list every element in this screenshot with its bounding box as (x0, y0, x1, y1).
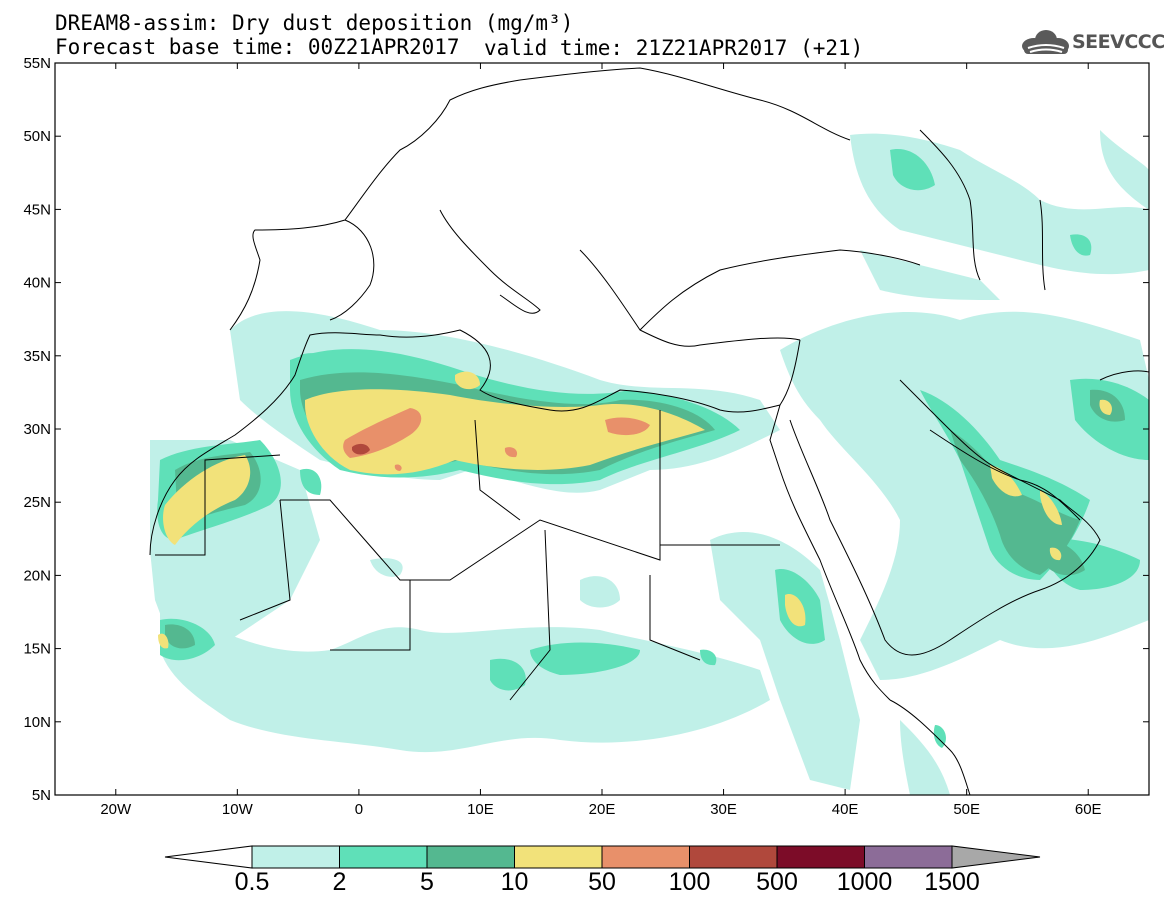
colorbar-swatch (514, 845, 603, 869)
lat-tick-label: 35N (23, 348, 51, 365)
lon-tick-label: 50E (953, 801, 980, 818)
valid-time: valid time: 21Z21APR2017 (+21) (484, 36, 864, 60)
colorbar-label: 100 (668, 868, 711, 896)
logo-text: SEEVCCC (1072, 31, 1165, 53)
lat-tick-label: 10N (23, 714, 51, 731)
colorbar-swatch (601, 845, 690, 869)
colorbar-swatch (864, 845, 953, 869)
latitude-axis: 55N 50N 45N 40N 35N 30N 25N 20N 15N 10N 5N (23, 55, 1149, 804)
colorbar-label: 500 (756, 868, 798, 896)
longitude-axis: 20W 10W 0 10E 20E 30E 40E 50E 60E (100, 63, 1102, 818)
lon-tick-label: 20E (589, 801, 616, 818)
contour-level-100 (352, 443, 370, 455)
lat-tick-label: 30N (23, 421, 51, 438)
colorbar-swatch (339, 845, 428, 869)
lon-tick-label: 60E (1075, 801, 1102, 818)
colorbar-swatch (426, 845, 515, 869)
colorbar-swatch (776, 845, 865, 869)
forecast-base-time: Forecast base time: 00Z21APR2017 (55, 35, 460, 59)
map-title: DREAM8-assim: Dry dust deposition (mg/m³… (55, 11, 574, 35)
lon-tick-label: 10E (467, 801, 494, 818)
lat-tick-label: 25N (23, 494, 51, 511)
lat-tick-label: 20N (23, 567, 51, 584)
colorbar-swatch (251, 845, 340, 869)
colorbar-label: 1000 (836, 868, 893, 896)
lon-tick-label: 0 (355, 801, 363, 818)
lat-tick-label: 50N (23, 128, 51, 145)
lon-tick-label: 10W (222, 801, 254, 818)
lat-tick-label: 40N (23, 275, 51, 292)
lon-tick-label: 30E (710, 801, 737, 818)
lat-tick-label: 5N (32, 787, 51, 804)
colorbar-swatch (951, 845, 1041, 869)
colorbar-label: 10 (500, 868, 529, 896)
lat-tick-label: 45N (23, 201, 51, 218)
colorbar-label: 0.5 (234, 868, 270, 896)
cloud-icon (1022, 30, 1069, 54)
lat-tick-label: 55N (23, 55, 51, 72)
coastlines-and-borders (149, 67, 1149, 795)
colorbar-under-triangle (164, 845, 253, 869)
colorbar-label: 2 (332, 868, 347, 896)
lat-tick-label: 15N (23, 641, 51, 658)
colorbar-swatch (689, 845, 778, 869)
colorbar-label: 5 (420, 868, 434, 896)
colorbar-label: 1500 (924, 868, 980, 896)
colorbar-label: 50 (588, 868, 616, 896)
lon-tick-label: 40E (832, 801, 859, 818)
lon-tick-label: 20W (100, 801, 132, 818)
